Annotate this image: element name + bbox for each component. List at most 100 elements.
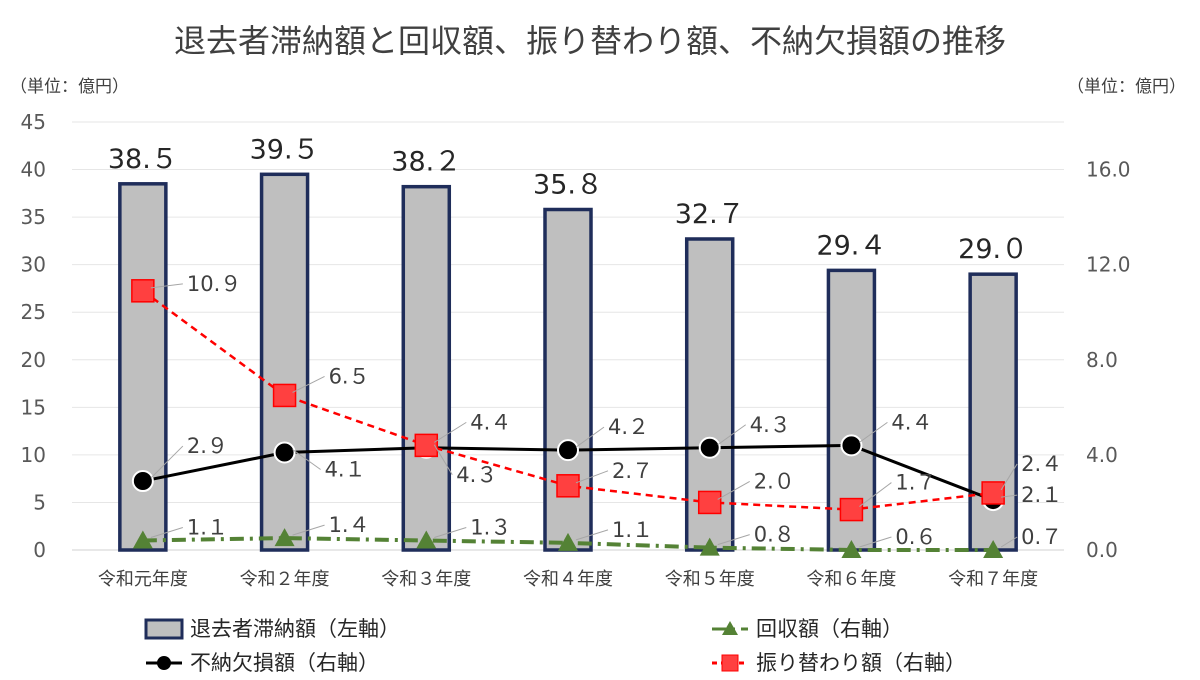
point-data-label: 1.１ <box>612 518 653 542</box>
left-tick-label: 15 <box>21 395 46 419</box>
point-data-label: 1.１ <box>187 515 228 539</box>
line-series <box>131 279 1005 558</box>
data-point <box>272 383 297 408</box>
point-data-label: 4.４ <box>470 410 511 434</box>
point-data-label: 1.４ <box>329 513 370 537</box>
data-point <box>131 279 155 303</box>
data-point <box>557 439 579 462</box>
point-data-label: 1.７ <box>895 471 936 495</box>
leader-line <box>717 424 747 446</box>
point-data-label: 1.３ <box>470 515 511 539</box>
leader-line <box>859 482 892 507</box>
point-data-label: 4.１ <box>325 458 366 482</box>
data-point <box>558 532 578 551</box>
leader-line <box>575 470 609 484</box>
bar-data-label: 29.０ <box>958 234 1028 265</box>
leader-line <box>433 444 453 476</box>
data-point <box>414 433 439 458</box>
point-data-label: 4.４ <box>891 410 932 434</box>
left-axis: 0 5 10 15 20 25 30 35 40 45 <box>21 110 46 562</box>
left-tick-label: 10 <box>21 443 46 467</box>
category-label: 令和４年度 <box>523 569 613 590</box>
point-data-label: 2.０ <box>754 469 795 493</box>
point-data-label: 4.２ <box>608 415 649 439</box>
bar-data-label: 29.４ <box>816 230 886 261</box>
leader-line <box>434 527 467 538</box>
right-tick-label: 4.0 <box>1086 443 1118 467</box>
bar <box>543 207 593 552</box>
chart-title: 退去者滞納額と回収額、振り替わり額、不納欠損額の推移 <box>174 22 1006 60</box>
leader-line <box>859 421 888 443</box>
leader-line <box>575 426 605 448</box>
left-tick-label: 5 <box>33 490 46 514</box>
category-label: 令和６年度 <box>806 569 896 590</box>
data-point <box>698 436 721 459</box>
leader-line <box>717 481 750 500</box>
data-point <box>839 497 864 522</box>
left-tick-label: 30 <box>21 253 46 277</box>
data-point <box>274 528 295 547</box>
bar <box>259 172 310 552</box>
legend-label: 回収額（右軸） <box>756 617 903 641</box>
bar-data-label: 38.２ <box>391 147 461 178</box>
point-labels: 1.１ 1.４ 1.３ 1.１ 0.８ 0.６ 0.７ 2.９ 4.１ 4.３ 4.２ 4.３ 4.４ 2… <box>150 272 1062 549</box>
data-point <box>699 537 720 556</box>
point-data-label: 2.１ <box>1021 483 1062 507</box>
right-axis: 0.0 4.0 8.0 12.0 16.0 <box>1086 158 1131 562</box>
point-data-label: 2.７ <box>612 459 653 483</box>
data-point <box>132 530 153 549</box>
legend-label: 不納欠損額（右軸） <box>190 651 379 675</box>
bar-data-label: 38.５ <box>108 144 178 175</box>
legend-marker <box>721 654 739 672</box>
leader-line <box>434 421 467 443</box>
point-data-label: 0.８ <box>754 523 795 547</box>
leader-line <box>292 524 325 536</box>
bar-data-label: 39.５ <box>250 134 320 165</box>
category-label: 令和７年度 <box>948 569 1038 590</box>
leader-line <box>292 449 321 470</box>
leader-line <box>1001 494 1018 498</box>
leader-line <box>292 375 325 393</box>
leader-line <box>575 529 609 541</box>
point-data-label: 6.５ <box>329 364 370 388</box>
left-unit-label: （単位：億円） <box>10 77 129 97</box>
point-data-label: 2.９ <box>187 434 228 458</box>
point-data-label: 4.３ <box>750 413 791 437</box>
data-point <box>841 540 862 558</box>
data-point <box>131 470 154 493</box>
category-axis: 令和元年度 令和２年度 令和３年度 令和４年度 令和５年度 令和６年度 令和７年度 <box>98 569 1038 590</box>
left-tick-label: 45 <box>21 110 46 134</box>
category-label: 令和３年度 <box>381 569 471 590</box>
data-point <box>556 474 580 498</box>
bar-data-label: 35.８ <box>533 170 603 201</box>
leader-line <box>1000 536 1018 548</box>
leader-line <box>1000 463 1018 491</box>
point-data-label: 10.９ <box>187 272 241 296</box>
legend-marker <box>157 656 171 670</box>
leader-line <box>717 534 750 546</box>
leader-line <box>859 536 892 548</box>
bar-labels: 38.５ 39.５ 38.２ 35.８ 32.７ 29.４ 29.０ <box>108 134 1028 265</box>
right-tick-label: 12.0 <box>1086 253 1131 277</box>
bar <box>401 184 452 552</box>
data-point <box>981 481 1005 505</box>
right-unit-label: （単位：億円） <box>1067 77 1186 97</box>
right-tick-label: 16.0 <box>1086 158 1131 182</box>
leader-line <box>150 445 184 479</box>
point-data-label: 0.７ <box>1021 525 1062 549</box>
right-tick-label: 8.0 <box>1086 348 1118 372</box>
point-data-label: 4.３ <box>456 463 497 487</box>
category-label: 令和元年度 <box>98 569 188 590</box>
left-tick-label: 25 <box>21 300 46 324</box>
category-label: 令和５年度 <box>665 569 755 590</box>
bar-data-label: 32.７ <box>675 199 745 230</box>
bar <box>118 182 168 552</box>
data-point <box>840 434 863 457</box>
category-label: 令和２年度 <box>240 569 330 590</box>
left-tick-label: 35 <box>21 205 46 229</box>
left-tick-label: 20 <box>21 348 46 372</box>
data-point <box>273 441 296 464</box>
leader-line <box>150 527 184 538</box>
leader-line <box>150 283 183 289</box>
